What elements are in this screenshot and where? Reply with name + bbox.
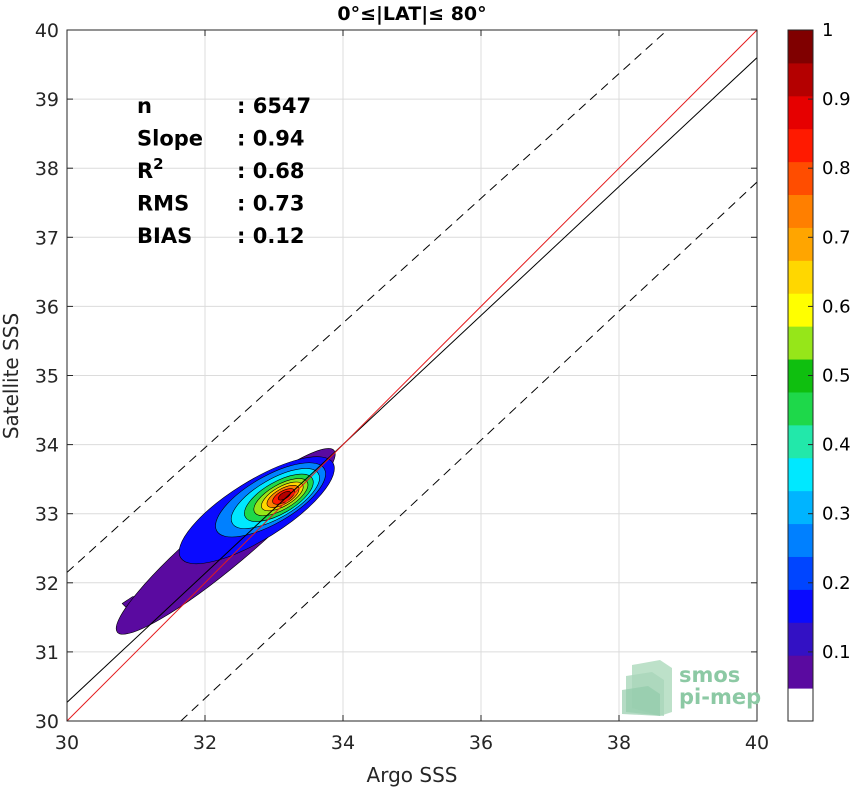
stat-value: : 0.12 — [237, 224, 305, 248]
y-tick-label: 38 — [35, 158, 59, 180]
chart-title: 0°≤|LAT|≤ 80° — [337, 3, 486, 25]
x-tick-label: 30 — [55, 732, 79, 754]
colorbar-segment — [788, 161, 813, 196]
x-axis-ticks: 30 32 34 36 38 40 — [55, 30, 769, 754]
stat-label: n — [137, 94, 152, 118]
colorbar-tick-label: 0.4 — [822, 435, 851, 456]
colorbar-tick-label: 0.6 — [822, 296, 851, 317]
colorbar-tick-label: 0.9 — [822, 89, 851, 110]
colorbar-segment — [788, 128, 813, 163]
reference-lines — [67, 30, 757, 721]
colorbar-segment — [788, 424, 813, 459]
stat-value: : 0.73 — [237, 192, 305, 216]
y-tick-label: 40 — [35, 20, 59, 42]
y-tick-label: 34 — [35, 435, 59, 457]
y-axis-ticks: 30 31 32 33 34 35 36 37 38 39 40 — [35, 20, 757, 733]
y-tick-label: 36 — [35, 296, 59, 318]
x-tick-label: 34 — [331, 732, 355, 754]
logo-text-pimep: pi-mep — [679, 685, 761, 709]
colorbar-segment — [788, 391, 813, 426]
y-tick-label: 39 — [35, 89, 59, 111]
colorbar-segment — [788, 194, 813, 228]
stat-value: : 0.68 — [237, 159, 305, 183]
colorbar-tick-label: 0.7 — [822, 227, 851, 248]
stat-value: : 6547 — [237, 94, 311, 118]
colorbar-tick-label: 0.5 — [822, 366, 851, 387]
y-tick-label: 37 — [35, 227, 59, 249]
colorbar-segment — [788, 490, 813, 525]
stat-label: Slope — [137, 127, 203, 151]
stat-label: RMS — [137, 192, 189, 216]
density-contours — [115, 448, 336, 635]
colorbar-segment — [788, 227, 813, 261]
colorbar-tick-label: 1 — [822, 20, 833, 41]
colorbar-segment — [788, 688, 813, 722]
colorbar-segment — [788, 655, 813, 689]
colorbar-tick-label: 0.3 — [822, 504, 851, 525]
x-tick-label: 40 — [745, 732, 769, 754]
y-tick-label: 30 — [35, 711, 59, 733]
smos-pi-mep-logo: smos pi-mep — [622, 660, 761, 716]
lower-bound-line — [180, 181, 757, 721]
y-tick-label: 35 — [35, 366, 59, 388]
colorbar-tick-label: 0.8 — [822, 158, 851, 179]
colorbar-tick-label: 0.2 — [822, 573, 851, 594]
regression-line — [67, 57, 757, 703]
x-tick-label: 32 — [193, 732, 217, 754]
colorbar-segment — [788, 622, 813, 656]
stat-label: BIAS — [137, 224, 192, 248]
colorbar-segment — [788, 589, 813, 623]
one-to-one-line — [67, 30, 757, 721]
stat-label-superscript: 2 — [153, 155, 163, 173]
colorbar-segment — [788, 457, 813, 492]
colorbar-segment — [788, 95, 813, 130]
colorbar-segment — [788, 523, 813, 557]
colorbar-segment — [788, 293, 813, 327]
colorbar-tick-label: 0.1 — [822, 642, 851, 663]
colorbar: 0.1 0.2 0.3 0.4 0.5 0.6 0.7 0.8 0.9 1 — [787, 20, 851, 722]
logo-text-smos: smos — [679, 663, 740, 687]
y-tick-label: 33 — [35, 504, 59, 526]
logo-mark-icon — [622, 660, 672, 716]
stat-value: : 0.94 — [237, 127, 305, 151]
y-axis-label: Satellite SSS — [0, 313, 23, 439]
colorbar-segment — [788, 556, 813, 590]
y-tick-label: 31 — [35, 642, 59, 664]
colorbar-segment — [788, 260, 813, 294]
colorbar-segment — [788, 30, 813, 64]
x-axis-label: Argo SSS — [367, 763, 458, 787]
colorbar-segment — [788, 326, 813, 360]
x-tick-label: 36 — [469, 732, 493, 754]
colorbar-segment — [788, 62, 813, 97]
y-tick-label: 32 — [35, 573, 59, 595]
x-tick-label: 38 — [607, 732, 631, 754]
